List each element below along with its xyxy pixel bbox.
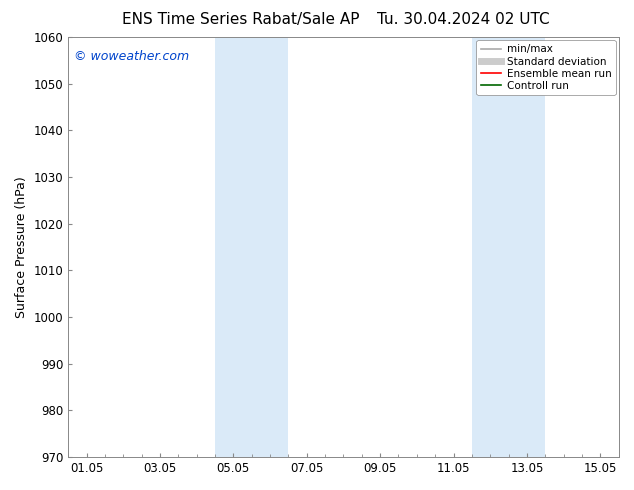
Text: Tu. 30.04.2024 02 UTC: Tu. 30.04.2024 02 UTC bbox=[377, 12, 549, 27]
Text: © woweather.com: © woweather.com bbox=[74, 50, 189, 63]
Text: ENS Time Series Rabat/Sale AP: ENS Time Series Rabat/Sale AP bbox=[122, 12, 359, 27]
Legend: min/max, Standard deviation, Ensemble mean run, Controll run: min/max, Standard deviation, Ensemble me… bbox=[476, 40, 616, 95]
Bar bbox=[215, 37, 288, 457]
Bar bbox=[472, 37, 545, 457]
Y-axis label: Surface Pressure (hPa): Surface Pressure (hPa) bbox=[15, 176, 28, 318]
